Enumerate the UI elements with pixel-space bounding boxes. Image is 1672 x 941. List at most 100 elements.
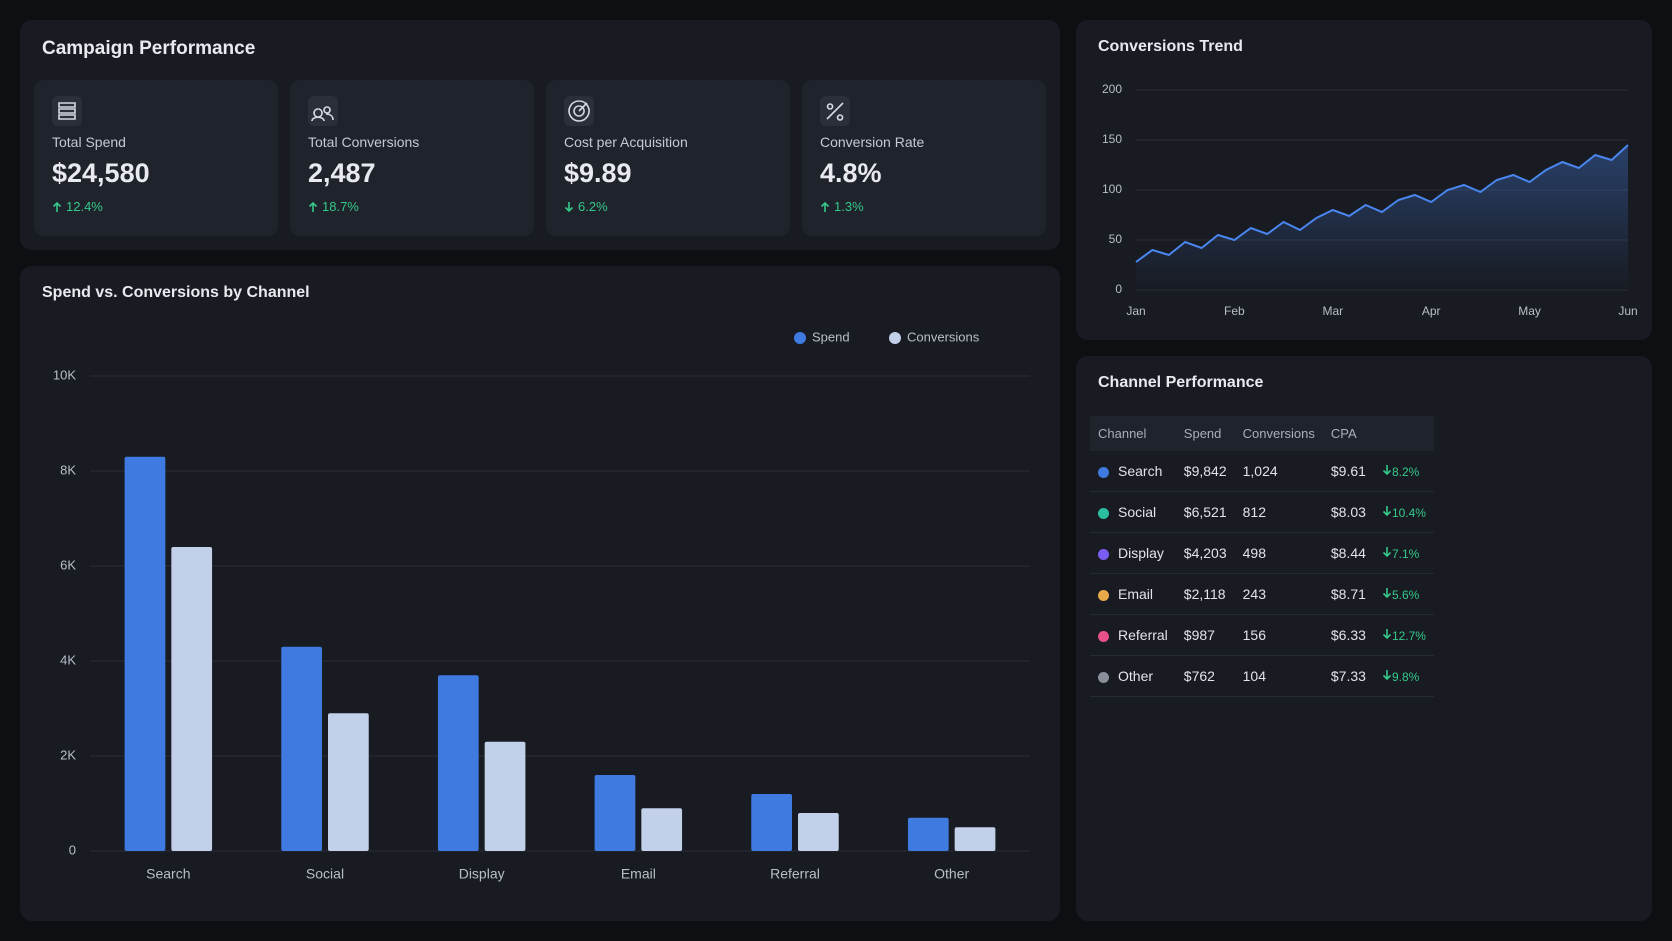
- kpi-row: Total Spend $24,580 12.4% Total Conversions…: [34, 80, 1046, 236]
- table-cell: $9,842: [1175, 451, 1235, 492]
- kpi-change-value: 6.2%: [578, 199, 608, 214]
- bar-panel: Spend vs. Conversions by Channel 0 2K 4K 6K…: [20, 266, 1060, 921]
- kpi-value: $9.89: [564, 158, 632, 188]
- chart-title: Conversions Trend: [1098, 38, 1243, 55]
- kpi-icon: [52, 96, 82, 126]
- cell-text: $4,203: [1183, 545, 1227, 561]
- cell-text: $6.33: [1330, 627, 1366, 643]
- table-cell: Social: [1090, 491, 1176, 533]
- cell-text: Social: [1118, 504, 1157, 520]
- kpi-value: 4.8%: [820, 158, 882, 188]
- y-tick-label: 10K: [53, 367, 76, 382]
- cell-text: 156: [1242, 627, 1266, 643]
- legend-swatch: [794, 332, 806, 344]
- table-cell: 1,024: [1234, 451, 1323, 492]
- bar: [954, 827, 996, 851]
- change-value: 10.4%: [1391, 505, 1426, 520]
- cell-text: $6,521: [1183, 504, 1227, 520]
- bar-chart: 0 2K 4K 6K 8K 10K Search Social Display Email Refe…: [53, 329, 1030, 882]
- change-cell: 7.1%: [1373, 532, 1434, 574]
- cell-text: Other: [1118, 668, 1154, 684]
- cell-text: 243: [1242, 586, 1266, 602]
- column-header: Spend: [1175, 416, 1235, 451]
- arrow: [1382, 669, 1392, 680]
- bar: [281, 646, 322, 851]
- kpi-card: Conversion Rate 4.8% 1.3%: [802, 80, 1046, 236]
- x-tick-label: Jun: [1618, 304, 1637, 318]
- column-header: Conversions: [1234, 416, 1323, 451]
- change-value: 5.6%: [1391, 587, 1420, 602]
- channel-dot: [1098, 507, 1109, 519]
- bar: [594, 775, 636, 851]
- y-tick-label: 2K: [60, 747, 76, 762]
- kpi-change-value: 18.7%: [322, 199, 359, 214]
- kpi-icon: [564, 96, 594, 126]
- line: [1135, 144, 1629, 263]
- arrow-icon: [1382, 546, 1392, 557]
- table-cell: $987: [1175, 614, 1235, 656]
- cell-text: $2,118: [1183, 586, 1226, 602]
- table-row: Other $762 104 $7.33 9.8%: [1090, 655, 1434, 697]
- y-tick-label: 0: [69, 842, 76, 857]
- line-chart: 0 50 100 150 200 Jan Feb Mar Apr May Jun: [1102, 82, 1638, 318]
- x-tick-label: Search: [146, 866, 190, 882]
- table-cell: Display: [1090, 532, 1176, 574]
- channel-dot: [1098, 671, 1109, 683]
- kpi-change: 6.2%: [564, 199, 772, 214]
- y-tick-label: 8K: [60, 462, 76, 477]
- bar: [907, 817, 949, 851]
- x-tick-label: Display: [459, 866, 505, 882]
- cell-text: $9.61: [1330, 463, 1366, 479]
- x-tick-label: Email: [621, 866, 656, 882]
- cell-text: 104: [1242, 668, 1266, 684]
- bar: [328, 713, 369, 851]
- channel-dot: [1098, 589, 1109, 601]
- arrow-icon: [564, 201, 574, 212]
- table-cell: 156: [1234, 614, 1323, 656]
- table-row: Email $2,118 243 $8.71 5.6%: [1090, 573, 1434, 615]
- table-cell: $8.03: [1322, 491, 1374, 533]
- bar: [171, 547, 213, 851]
- arrow-icon: [1382, 464, 1392, 475]
- bar: [484, 741, 526, 851]
- cell-text: $8.44: [1330, 545, 1366, 561]
- kpi-card: Total Spend $24,580 12.4%: [34, 80, 278, 236]
- kpi-card: Total Conversions 2,487 18.7%: [290, 80, 534, 236]
- table-cell: Referral: [1090, 614, 1176, 656]
- arrow: [1382, 587, 1392, 598]
- arrow: [1382, 464, 1392, 475]
- kpi-change-value: 12.4%: [66, 199, 103, 214]
- x-tick-label: Social: [306, 866, 344, 882]
- arrow: [564, 201, 574, 212]
- change-value: 8.2%: [1391, 464, 1420, 479]
- arrow: [820, 201, 830, 212]
- change-value: 9.8%: [1391, 669, 1420, 684]
- trend-panel: Conversions Trend 0 50 100 150 200 Jan Feb Mar A…: [1076, 20, 1652, 340]
- change-cell: 5.6%: [1373, 573, 1434, 615]
- table-cell: $4,203: [1175, 532, 1235, 574]
- y-tick-label: 6K: [60, 557, 76, 572]
- arrow-icon: [1382, 669, 1392, 680]
- kpi-change: 12.4%: [52, 199, 260, 214]
- arrow-icon: [1382, 587, 1392, 598]
- table-cell: 812: [1234, 491, 1323, 533]
- change-cell: 10.4%: [1373, 491, 1434, 533]
- kpi-value: 2,487: [308, 158, 376, 188]
- kpi-label: Cost per Acquisition: [564, 134, 688, 150]
- change-cell: 12.7%: [1373, 614, 1434, 656]
- icon: [311, 106, 334, 122]
- arrow-icon: [308, 201, 318, 212]
- column-header-empty: [1373, 416, 1434, 451]
- cell-text: Referral: [1118, 627, 1168, 643]
- x-tick-label: Other: [934, 866, 969, 882]
- y-tick-label: 4K: [60, 652, 76, 667]
- channel-dot: [1098, 466, 1109, 478]
- chart-title: Spend vs. Conversions by Channel: [42, 284, 310, 301]
- y-tick-label: 200: [1102, 82, 1122, 96]
- arrow: [1382, 546, 1392, 557]
- cell-text: Search: [1118, 463, 1163, 479]
- change-cell: 8.2%: [1373, 451, 1434, 492]
- x-tick-label: Referral: [770, 866, 820, 882]
- table-cell: Other: [1090, 655, 1176, 697]
